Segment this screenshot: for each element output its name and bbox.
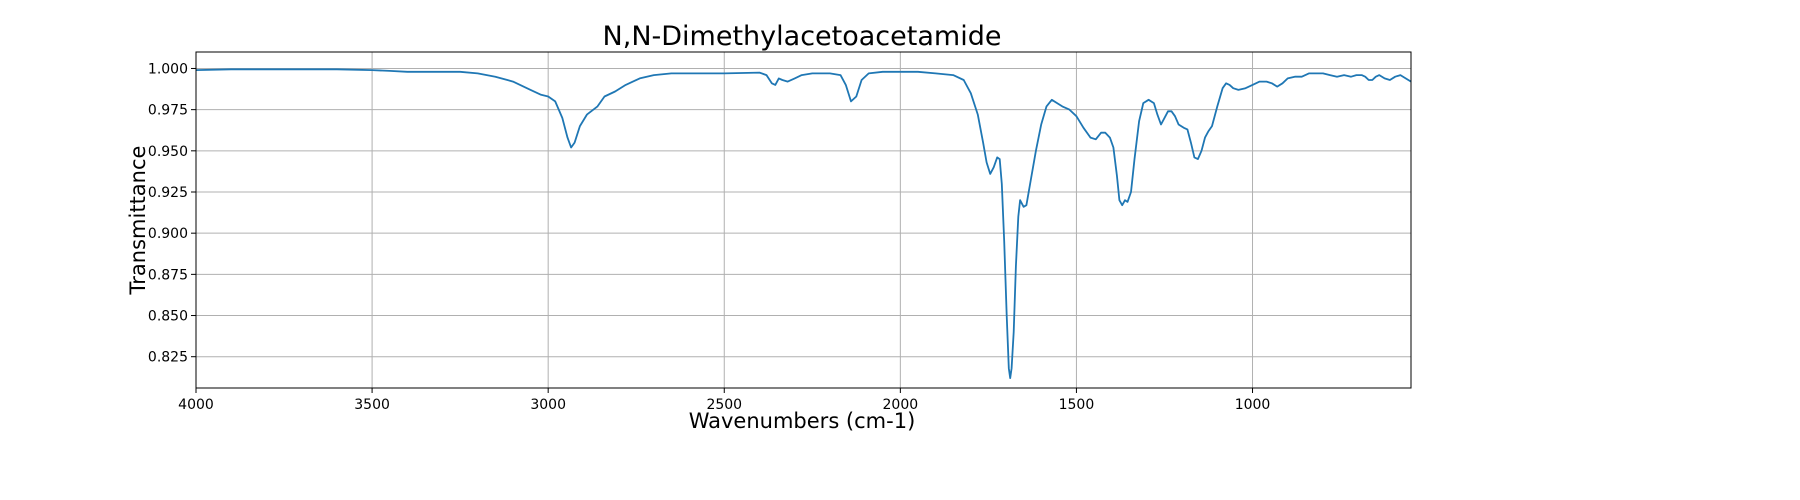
y-tick-label: 0.875 [148, 267, 188, 283]
y-tick-label: 0.850 [148, 309, 188, 325]
x-tick-label: 1000 [1235, 397, 1271, 413]
x-tick-label: 4000 [178, 397, 214, 413]
y-tick-label: 0.950 [148, 144, 188, 160]
y-axis-label: Transmittance [126, 146, 150, 296]
x-tick-label: 2500 [706, 397, 742, 413]
x-tick-label: 3500 [354, 397, 390, 413]
x-tick-label: 1500 [1059, 397, 1095, 413]
y-tick-label: 0.925 [148, 185, 188, 201]
axis-ticks: 4000 3500 3000 2500 2000 1500 1000 0.825 0.850 0.… [148, 61, 1270, 413]
chart-title: N,N-Dimethylacetoacetamide [603, 21, 1002, 52]
y-tick-label: 1.000 [148, 61, 188, 77]
gridlines [195, 52, 1411, 388]
y-tick-label: 0.975 [148, 103, 188, 119]
x-axis-label: Wavenumbers (cm-1) [689, 409, 916, 433]
plot-area-frame [195, 51, 1412, 389]
x-tick-label: 2000 [883, 397, 919, 413]
x-tick-label: 3000 [530, 397, 566, 413]
series-layer [195, 68, 1412, 379]
y-tick-label: 0.825 [148, 350, 188, 366]
y-tick-label: 0.900 [148, 226, 188, 242]
transmittance-line [195, 68, 1412, 379]
